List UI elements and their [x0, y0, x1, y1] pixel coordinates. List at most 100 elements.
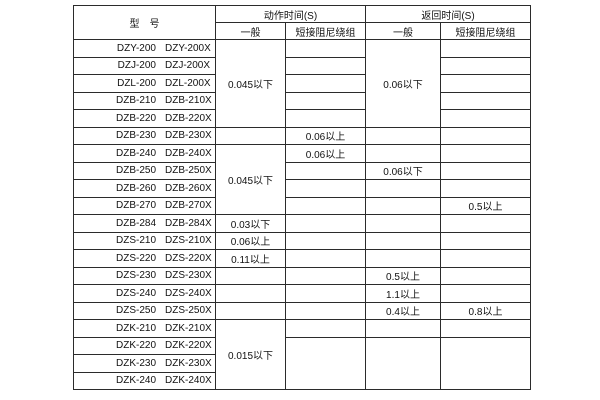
- cell-return-damping: [440, 144, 531, 163]
- cell-action-general: 0.03以下: [215, 214, 286, 233]
- cell-return-damping: [440, 56, 531, 75]
- table-row: DZJ-200 DZJ-200X: [73, 56, 531, 75]
- cell-action-damping: [285, 319, 366, 338]
- model-name-x: DZB-220X: [165, 112, 212, 124]
- table-row: DZK-220 DZK-220X: [73, 336, 531, 390]
- cell-return-damping: [440, 179, 531, 198]
- cell-action-damping: [285, 56, 366, 75]
- model-name: DZB-210: [115, 95, 156, 107]
- cell-return-damping: [440, 319, 531, 338]
- cell-action-general: 0.06以上: [215, 231, 286, 250]
- cell-action-damping: [285, 91, 366, 110]
- cell-action-damping: [285, 179, 366, 198]
- cell-model: DZB-230 DZB-230X: [73, 126, 216, 145]
- cell-model: DZS-230 DZS-230X: [73, 266, 216, 285]
- cell-action-damping: [285, 284, 366, 303]
- cell-model: DZB-210 DZB-210X: [73, 91, 216, 110]
- cell-return-damping: [440, 214, 531, 233]
- header-return-general: 一般: [365, 22, 441, 40]
- cell-return-general: 0.06以下: [365, 39, 441, 128]
- table-row: DZS-220 DZS-220X 0.11以上: [73, 249, 531, 268]
- cell-return-damping: [440, 266, 531, 285]
- header-return-time: 返回时间(S): [365, 5, 531, 23]
- header-row-2: 一般 短接阻尼绕组 一般 短接阻尼绕组: [74, 22, 531, 40]
- model-name-x: DZS-210X: [165, 235, 212, 247]
- cell-return-damping: [440, 109, 531, 128]
- table-row: DZB-250 DZB-250X 0.06以下: [73, 161, 531, 180]
- model-name: DZJ-200: [117, 60, 156, 72]
- table-row: DZS-210 DZS-210X 0.06以上: [73, 231, 531, 250]
- cell-model: DZK-220 DZK-220X: [73, 336, 216, 355]
- model-name-x: DZK-230X: [165, 357, 212, 369]
- cell-return-damping: [440, 161, 531, 180]
- model-name: DZS-210: [115, 235, 156, 247]
- cell-action-general: 0.11以上: [215, 249, 286, 268]
- cell-model: DZB-220 DZB-220X: [73, 109, 216, 128]
- model-name: DZB-250: [115, 165, 156, 177]
- model-name-x: DZS-220X: [165, 252, 212, 264]
- cell-action-general: [215, 301, 286, 320]
- model-name: DZS-230: [115, 270, 156, 282]
- cell-return-general: [365, 319, 441, 338]
- model-name-x: DZB-270X: [165, 200, 212, 212]
- cell-return-damping: [440, 284, 531, 303]
- cell-return-general: [365, 196, 441, 215]
- cell-model: DZK-230 DZK-230X: [73, 354, 216, 373]
- cell-action-damping: [285, 196, 366, 215]
- cell-return-general: 0.5以上: [365, 266, 441, 285]
- table-row: DZS-250 DZS-250X 0.4以上 0.8以上: [73, 301, 531, 320]
- cell-return-damping: [440, 126, 531, 145]
- table-row: DZB-270 DZB-270X 0.5以上: [73, 196, 531, 215]
- cell-model: DZS-220 DZS-220X: [73, 249, 216, 268]
- table-row: DZS-230 DZS-230X 0.5以上: [73, 266, 531, 285]
- model-name: DZS-240: [115, 287, 156, 299]
- cell-action-damping: [285, 266, 366, 285]
- cell-action-damping: [285, 301, 366, 320]
- cell-action-damping: [285, 249, 366, 268]
- cell-action-general: [215, 284, 286, 303]
- header-model: 型 号: [73, 5, 216, 40]
- cell-return-damping: [440, 74, 531, 93]
- cell-model: DZJ-200 DZJ-200X: [73, 56, 216, 75]
- model-name-x: DZB-284X: [165, 217, 212, 229]
- table-row: DZB-230 DZB-230X 0.06以上: [73, 126, 531, 145]
- table-row: DZB-220 DZB-220X: [73, 109, 531, 128]
- cell-model: DZS-240 DZS-240X: [73, 284, 216, 303]
- cell-return-damping: [440, 231, 531, 250]
- cell-model: DZB-260 DZB-260X: [73, 179, 216, 198]
- model-name: DZL-200: [117, 77, 156, 89]
- cell-model: DZL-200 DZL-200X: [73, 74, 216, 93]
- cell-model: DZK-240 DZK-240X: [73, 371, 216, 390]
- cell-return-damping: [440, 249, 531, 268]
- cell-model: DZB-250 DZB-250X: [73, 161, 216, 180]
- model-name: DZY-200: [116, 42, 156, 54]
- cell-action-damping: [285, 214, 366, 233]
- cell-action-general: 0.045以下: [215, 39, 286, 128]
- table-row: DZB-210 DZB-210X: [73, 91, 531, 110]
- cell-model: DZB-270 DZB-270X: [73, 196, 216, 215]
- model-name-x: DZB-240X: [165, 147, 212, 159]
- cell-return-general: [365, 126, 441, 145]
- cell-return-general: 1.1以上: [365, 284, 441, 303]
- cell-action-general: 0.045以下: [215, 144, 286, 215]
- cell-action-damping: 0.06以上: [285, 144, 366, 163]
- header-row-1: 型 号 动作时间(S) 返回时间(S): [73, 5, 531, 40]
- cell-model: DZB-284 DZB-284X: [73, 214, 216, 233]
- model-name: DZB-260: [115, 182, 156, 194]
- cell-action-general: 0.015以下: [215, 319, 286, 390]
- table-row: DZB-284 DZB-284X 0.03以下: [73, 214, 531, 233]
- model-name: DZB-230: [115, 130, 156, 142]
- cell-action-damping: [285, 161, 366, 180]
- cell-action-damping: [285, 39, 366, 58]
- header-action-damping: 短接阻尼绕组: [285, 22, 366, 40]
- model-name: DZK-230: [115, 357, 156, 369]
- header-action-time: 动作时间(S): [215, 5, 366, 23]
- model-name-x: DZS-230X: [165, 270, 212, 282]
- model-name: DZB-284: [115, 217, 156, 229]
- model-name-x: DZK-210X: [165, 322, 212, 334]
- table-row: DZB-240 DZB-240X 0.045以下 0.06以上: [73, 144, 531, 215]
- table-row: DZL-200 DZL-200X: [73, 74, 531, 93]
- model-name-x: DZS-240X: [165, 287, 212, 299]
- cell-action-general: [215, 266, 286, 285]
